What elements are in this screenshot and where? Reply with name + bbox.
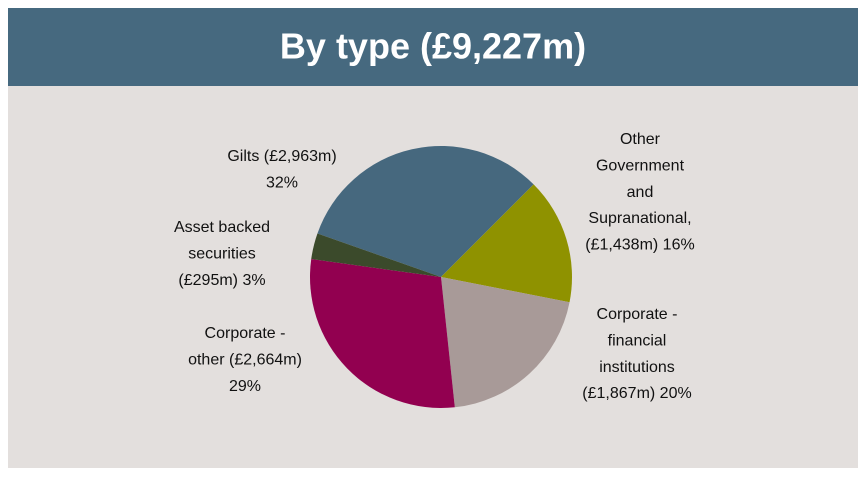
pie-slice bbox=[441, 184, 572, 303]
pie-slice bbox=[317, 146, 534, 277]
slice-label: (£1,867m) 20% bbox=[582, 385, 691, 402]
header bbox=[8, 8, 858, 86]
slice-label: (£1,438m) 16% bbox=[585, 236, 694, 253]
slice-label: Corporate - bbox=[205, 325, 286, 342]
slice-label: Asset backed bbox=[174, 219, 270, 236]
slice-label: Corporate - bbox=[597, 306, 678, 323]
slice-label: (£295m) 3% bbox=[178, 272, 265, 289]
slice-label: Supranational, bbox=[588, 210, 691, 227]
slice-label: 29% bbox=[229, 378, 261, 395]
slice-label: institutions bbox=[599, 359, 675, 376]
slice-label: Gilts (£2,963m) bbox=[227, 148, 336, 165]
pie-slice bbox=[441, 277, 570, 408]
slice-label: 32% bbox=[266, 175, 298, 192]
slice-label: Other bbox=[620, 131, 661, 148]
slice-label: and bbox=[627, 184, 654, 201]
chart-title: By type (£9,227m) bbox=[280, 26, 586, 67]
pie-slice bbox=[309, 259, 455, 408]
slice-label: Government bbox=[596, 158, 685, 175]
slice-label: securities bbox=[188, 246, 256, 263]
slice-label: other (£2,664m) bbox=[188, 352, 302, 369]
pie-slice bbox=[311, 233, 441, 277]
slice-label: financial bbox=[608, 333, 667, 350]
